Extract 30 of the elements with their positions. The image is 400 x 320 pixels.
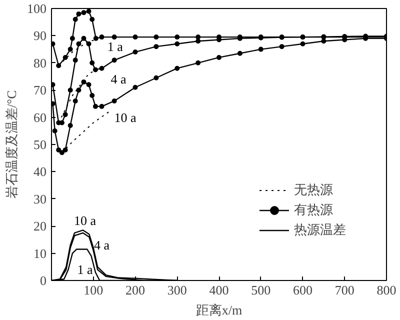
y-tick-label: 10 — [34, 246, 46, 261]
y-tick-label: 70 — [34, 82, 46, 98]
y-axis-title: 岩石温度及温差/°C — [4, 90, 19, 199]
annotation: 10 a — [74, 213, 96, 228]
x-tick-label: 400 — [209, 282, 229, 298]
x-tick-label: 300 — [167, 282, 187, 298]
legend-label: 无热源 — [294, 181, 333, 199]
y-tick-label: 100 — [27, 1, 46, 16]
legend-label: 有热源 — [294, 201, 333, 219]
y-tick-label: 50 — [34, 137, 46, 152]
y-tick-label: 60 — [34, 110, 46, 125]
annotation: 4 a — [110, 72, 126, 87]
y-tick-label: 80 — [34, 55, 46, 70]
y-tick-label: 90 — [34, 28, 46, 44]
x-tick-label: 600 — [293, 282, 312, 298]
annotation: 1 a — [77, 262, 93, 278]
y-tick-label: 30 — [34, 191, 46, 206]
y-tick-label: 40 — [34, 164, 46, 180]
x-tick-label: 800 — [376, 282, 396, 298]
annotation: 1 a — [107, 39, 124, 54]
annotation: 4 a — [94, 238, 110, 253]
x-tick-label: 700 — [334, 282, 354, 298]
x-tick-label: 100 — [84, 282, 104, 298]
annotation: 10 a — [114, 110, 136, 125]
x-tick-label: 500 — [251, 282, 271, 298]
legend-label: 热源温差 — [294, 221, 346, 239]
y-tick-label: 20 — [34, 218, 46, 234]
x-tick-label: 200 — [126, 282, 145, 298]
x-axis-title: 距离x/m — [196, 302, 242, 318]
y-tick-label: 0 — [40, 273, 46, 288]
